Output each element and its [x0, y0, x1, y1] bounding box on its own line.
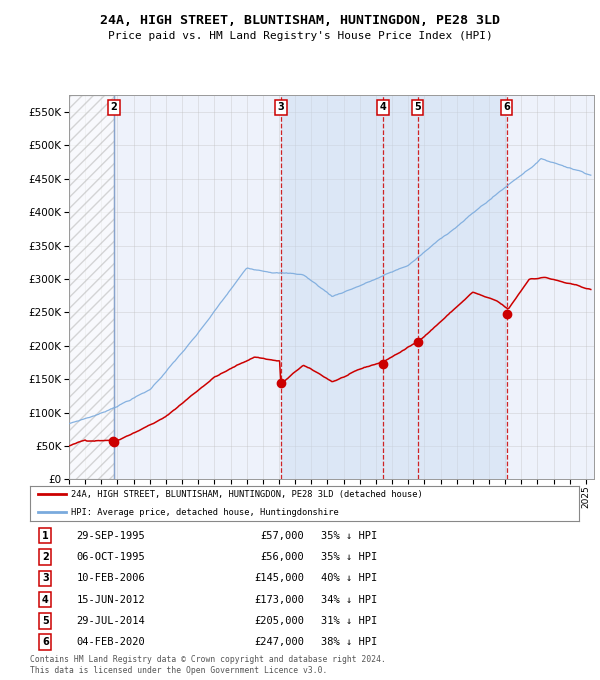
Text: 31% ↓ HPI: 31% ↓ HPI — [321, 616, 377, 626]
Text: 40% ↓ HPI: 40% ↓ HPI — [321, 573, 377, 583]
Text: 04-FEB-2020: 04-FEB-2020 — [77, 637, 145, 647]
Text: 6: 6 — [42, 637, 49, 647]
Bar — [69, 95, 114, 479]
Text: 35% ↓ HPI: 35% ↓ HPI — [321, 530, 377, 541]
Text: 3: 3 — [42, 573, 49, 583]
Text: £57,000: £57,000 — [261, 530, 305, 541]
Text: 5: 5 — [414, 102, 421, 112]
Text: 2: 2 — [110, 102, 117, 112]
Text: 6: 6 — [503, 102, 510, 112]
Text: 35% ↓ HPI: 35% ↓ HPI — [321, 552, 377, 562]
Text: £56,000: £56,000 — [261, 552, 305, 562]
Text: 3: 3 — [277, 102, 284, 112]
Text: 24A, HIGH STREET, BLUNTISHAM, HUNTINGDON, PE28 3LD: 24A, HIGH STREET, BLUNTISHAM, HUNTINGDON… — [100, 14, 500, 27]
Text: £145,000: £145,000 — [254, 573, 305, 583]
Text: 29-JUL-2014: 29-JUL-2014 — [77, 616, 145, 626]
Text: 24A, HIGH STREET, BLUNTISHAM, HUNTINGDON, PE28 3LD (detached house): 24A, HIGH STREET, BLUNTISHAM, HUNTINGDON… — [71, 490, 423, 499]
Text: £247,000: £247,000 — [254, 637, 305, 647]
Text: 34% ↓ HPI: 34% ↓ HPI — [321, 594, 377, 605]
Text: HPI: Average price, detached house, Huntingdonshire: HPI: Average price, detached house, Hunt… — [71, 507, 339, 517]
Text: This data is licensed under the Open Government Licence v3.0.: This data is licensed under the Open Gov… — [30, 666, 328, 675]
Text: 5: 5 — [42, 616, 49, 626]
Text: 38% ↓ HPI: 38% ↓ HPI — [321, 637, 377, 647]
Text: Contains HM Land Registry data © Crown copyright and database right 2024.: Contains HM Land Registry data © Crown c… — [30, 656, 386, 664]
Text: Price paid vs. HM Land Registry's House Price Index (HPI): Price paid vs. HM Land Registry's House … — [107, 31, 493, 41]
Text: 2: 2 — [42, 552, 49, 562]
Text: 4: 4 — [380, 102, 386, 112]
Text: 1: 1 — [42, 530, 49, 541]
Text: 06-OCT-1995: 06-OCT-1995 — [77, 552, 145, 562]
Bar — [281, 95, 506, 479]
Text: 15-JUN-2012: 15-JUN-2012 — [77, 594, 145, 605]
Text: £173,000: £173,000 — [254, 594, 305, 605]
Text: 10-FEB-2006: 10-FEB-2006 — [77, 573, 145, 583]
Text: £205,000: £205,000 — [254, 616, 305, 626]
Text: 29-SEP-1995: 29-SEP-1995 — [77, 530, 145, 541]
Text: 4: 4 — [42, 594, 49, 605]
